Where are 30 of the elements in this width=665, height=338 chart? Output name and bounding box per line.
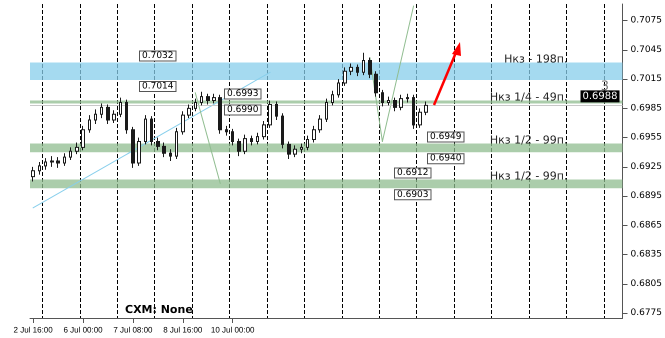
x-tick-label: 10 Jul 00:00 (210, 326, 256, 334)
annotation: 0.6949 (430, 132, 462, 142)
y-tick-label: 0.6775 (630, 308, 662, 318)
annotation: 0.6990 (227, 104, 259, 115)
y-tick-label: 0.6985 (630, 103, 662, 114)
annotation: CXM: None (125, 303, 193, 316)
y-tick-label: 0.6925 (630, 162, 662, 172)
y-tick-label: 0.6895 (630, 191, 662, 202)
annotation: 0.7014 (142, 82, 174, 92)
band-label: Нкз - 198п. (504, 52, 568, 66)
band-label: Нкз 1/4 - 49п. (490, 90, 568, 104)
x-tick-label: 7 Jul 08:00 (113, 326, 154, 334)
y-tick-label: 0.6865 (630, 220, 662, 230)
annotation: 0.6912 (397, 168, 428, 178)
annotation: 0.6940 (430, 154, 462, 164)
ref-line-label: 0.6988 (582, 90, 618, 102)
x-tick-label: 6 Jul 00:00 (63, 326, 104, 334)
annotation: 0.6903 (397, 190, 428, 200)
y-tick-label: 0.6805 (630, 278, 662, 289)
band-label: Нкз 1/2 - 99п. (490, 133, 568, 146)
y-tick-label: 0.6835 (630, 250, 662, 260)
annotation: 0.7032 (142, 51, 174, 62)
x-tick-label: 2 Jul 16:00 (14, 326, 54, 334)
annotation: 0.6993 (227, 89, 258, 100)
y-tick-label: 0.7015 (630, 74, 662, 84)
x-tick-label: 8 Jul 16:00 (163, 326, 203, 334)
y-tick-label: 0.6955 (630, 132, 662, 143)
y-tick-label: 0.7075 (630, 16, 662, 26)
y-tick-label: 0.7045 (630, 44, 662, 55)
band-label: Нкз 1/2 - 99п. (490, 170, 568, 183)
